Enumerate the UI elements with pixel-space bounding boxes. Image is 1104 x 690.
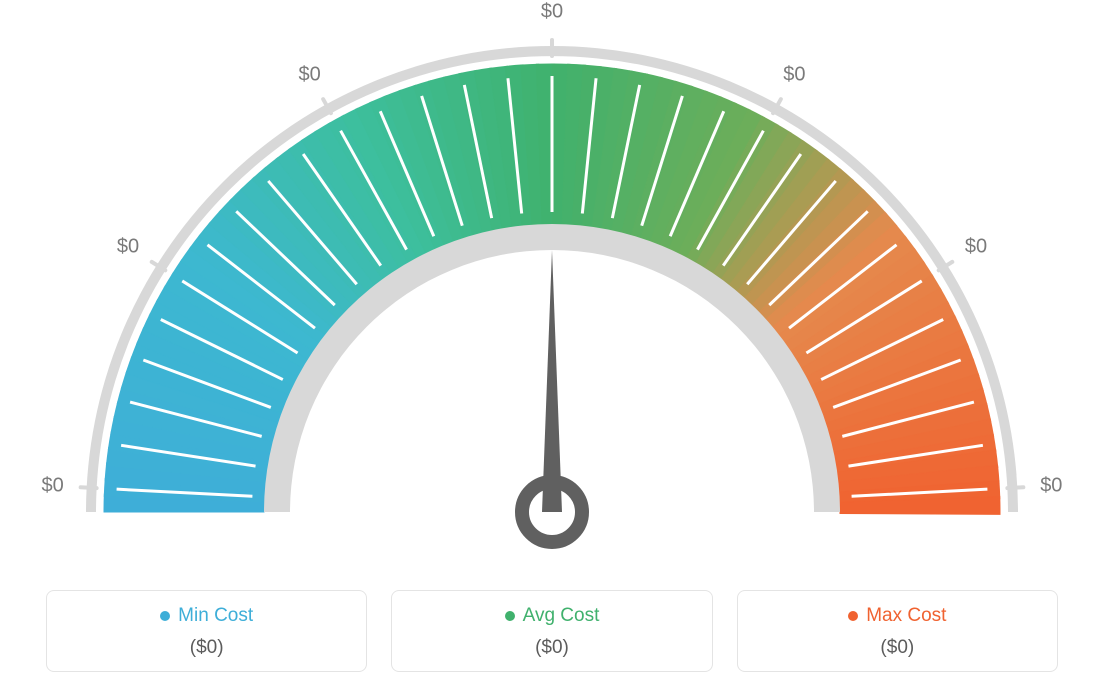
legend-title-min: Min Cost	[160, 605, 253, 627]
gauge-tick-label: $0	[1040, 474, 1062, 497]
legend-label-min: Min Cost	[178, 605, 253, 627]
gauge-tick-label: $0	[42, 474, 64, 497]
legend-title-avg: Avg Cost	[505, 605, 600, 627]
gauge-tick-label: $0	[298, 63, 320, 86]
legend-value-min: ($0)	[57, 637, 356, 659]
gauge-tick-label: $0	[541, 1, 563, 24]
gauge-tick-label: $0	[117, 236, 139, 259]
legend-dot-max	[848, 611, 858, 621]
legend-value-avg: ($0)	[402, 637, 701, 659]
legend-dot-avg	[505, 611, 515, 621]
cost-gauge-container: $0 $0 $0 $0 $0 $0 $0 Min Cost ($0) Avg Cost ($…	[0, 0, 1104, 690]
legend-label-max: Max Cost	[866, 605, 946, 627]
legend-value-max: ($0)	[748, 637, 1047, 659]
legend-card-avg: Avg Cost ($0)	[391, 590, 712, 672]
legend-label-avg: Avg Cost	[523, 605, 600, 627]
gauge-chart: $0 $0 $0 $0 $0 $0 $0	[0, 0, 1104, 560]
legend-card-max: Max Cost ($0)	[737, 590, 1058, 672]
gauge-tick-label: $0	[965, 236, 987, 259]
legend-card-min: Min Cost ($0)	[46, 590, 367, 672]
legend-title-max: Max Cost	[848, 605, 946, 627]
legend-row: Min Cost ($0) Avg Cost ($0) Max Cost ($0…	[46, 590, 1058, 672]
gauge-tick-label: $0	[783, 63, 805, 86]
legend-dot-min	[160, 611, 170, 621]
